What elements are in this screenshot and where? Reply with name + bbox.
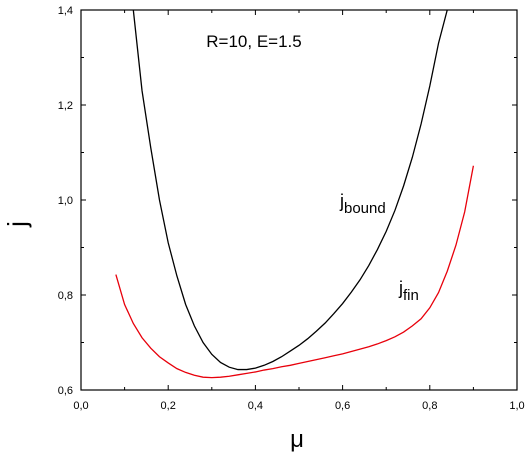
- plot-layer: 0,0 0,2 0,4 0,6 0,8 1,00,60,81,01,21,4jboundj…: [58, 5, 525, 412]
- y-tick-label: 0,6: [58, 385, 73, 397]
- x-tick-label: 0,0: [73, 400, 88, 412]
- series-label-subscript: fin: [403, 287, 419, 304]
- y-tick-label: 1,2: [58, 100, 73, 112]
- series-label-main: j: [339, 191, 344, 211]
- x-tick-label: 0,2: [161, 400, 176, 412]
- series-label-main: j: [398, 278, 403, 298]
- series-line-j-fin: [115, 165, 475, 379]
- x-axis-title: μ: [290, 426, 304, 453]
- series-label-j-fin: jfin: [398, 278, 419, 304]
- y-axis-title: j: [2, 221, 32, 228]
- series-line-j-bound: [132, 10, 448, 371]
- plot-frame: [80, 9, 518, 391]
- x-tick-label: 0,8: [422, 400, 437, 412]
- x-tick-label: 0,6: [335, 400, 350, 412]
- x-tick-label: 0,4: [248, 400, 263, 412]
- series-label-subscript: bound: [344, 200, 386, 217]
- y-tick-label: 1,4: [58, 5, 73, 17]
- series-label-j-bound: jbound: [339, 191, 386, 217]
- y-tick-label: 1,0: [58, 195, 73, 207]
- x-tick-label: 1,0: [509, 400, 524, 412]
- chart-title: R=10, E=1.5: [206, 32, 301, 51]
- y-tick-label: 0,8: [58, 290, 73, 302]
